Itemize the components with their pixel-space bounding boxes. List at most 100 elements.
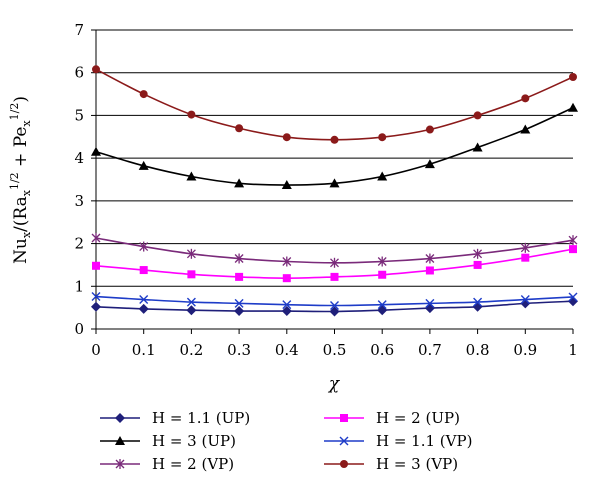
data-point	[520, 242, 530, 253]
series-line	[95, 68, 574, 141]
data-point	[473, 297, 483, 307]
y-tick-label: 0	[74, 320, 84, 338]
x-tick-label: 0	[91, 341, 101, 359]
legend-marker	[115, 436, 125, 445]
data-point	[424, 303, 435, 314]
data-point	[235, 272, 244, 281]
data-point	[473, 248, 483, 259]
data-point	[91, 301, 101, 312]
legend-marker	[339, 436, 349, 446]
data-point	[282, 300, 292, 310]
data-point	[281, 306, 292, 317]
data-point	[520, 295, 530, 305]
data-point	[282, 256, 292, 267]
series-1	[91, 102, 578, 190]
y-axis-label: Nux/(Rax1/2 + Pex1/2)	[8, 96, 33, 264]
legend-label: H = 2 (VP)	[152, 455, 234, 473]
data-point	[92, 65, 100, 74]
axes	[91, 29, 574, 334]
data-point	[377, 171, 388, 181]
x-tick-label: 0.3	[227, 341, 251, 359]
data-point	[568, 235, 578, 246]
x-axis-label: χ	[328, 374, 341, 394]
axis-titles: Nux/(Rax1/2 + Pex1/2) χ	[8, 96, 341, 394]
y-tick-label: 2	[74, 235, 84, 253]
data-point	[569, 72, 577, 81]
x-tick-label: 0.8	[466, 341, 490, 359]
x-tick-label: 0.1	[132, 341, 156, 359]
data-point	[521, 253, 530, 262]
x-tick-label: 0.9	[513, 341, 537, 359]
data-point	[330, 135, 339, 144]
data-point	[377, 300, 387, 310]
data-point	[425, 298, 435, 308]
data-point	[187, 110, 196, 119]
data-point	[187, 270, 196, 279]
legend-label: H = 1.1 (VP)	[376, 432, 472, 450]
y-tick-label: 4	[74, 149, 84, 167]
data-point	[235, 124, 244, 133]
legend-item: H = 2 (VP)	[100, 455, 234, 473]
legend-item: H = 3 (UP)	[100, 432, 236, 450]
data-point	[282, 133, 291, 142]
legend: H = 1.1 (UP) H = 2 (UP) H = 3 (UP) H = 1.1 …	[100, 409, 472, 473]
data-point	[425, 266, 434, 275]
legend-label: H = 3 (VP)	[376, 455, 458, 473]
data-point	[234, 306, 245, 317]
legend-item: H = 1.1 (UP)	[100, 409, 250, 427]
legend-label: H = 3 (UP)	[152, 432, 236, 450]
data-point	[281, 180, 292, 190]
data-point	[568, 102, 578, 112]
y-tick-label: 7	[74, 21, 84, 39]
legend-label: H = 1.1 (UP)	[152, 409, 250, 427]
data-point	[424, 159, 435, 169]
data-point	[91, 233, 101, 244]
data-point	[472, 301, 483, 312]
legend-item: H = 1.1 (VP)	[324, 432, 472, 450]
data-point	[330, 301, 339, 311]
legend-marker	[115, 413, 125, 423]
data-point	[425, 125, 434, 134]
data-point	[329, 178, 340, 188]
data-point	[472, 142, 483, 152]
data-point	[139, 295, 149, 305]
legend-item: H = 2 (UP)	[324, 409, 460, 427]
data-point	[473, 260, 482, 269]
data-point	[425, 253, 435, 264]
legend-marker	[340, 460, 348, 468]
data-point	[330, 257, 339, 268]
x-tick-label: 0.5	[323, 341, 347, 359]
data-point	[568, 292, 578, 302]
gridlines	[96, 29, 573, 287]
series-3	[92, 245, 577, 283]
legend-label: H = 2 (UP)	[376, 409, 460, 427]
data-point	[378, 133, 387, 142]
data-point	[282, 274, 291, 283]
data-point	[92, 261, 100, 270]
data-point	[139, 90, 148, 99]
x-tick-label: 1	[568, 341, 578, 359]
x-tick-label: 0.7	[418, 341, 442, 359]
data-point	[234, 178, 245, 188]
legend-marker	[340, 414, 348, 422]
data-series	[91, 65, 578, 317]
legend-item: H = 3 (VP)	[324, 455, 458, 473]
data-point	[569, 245, 577, 254]
series-line	[95, 295, 574, 307]
data-point	[186, 171, 197, 181]
data-point	[377, 256, 387, 267]
x-tick-label: 0.6	[370, 341, 394, 359]
data-point	[378, 270, 387, 279]
data-point	[139, 241, 149, 252]
x-tick-label: 0.2	[179, 341, 203, 359]
data-point	[139, 266, 148, 275]
data-point	[186, 297, 196, 307]
series-4	[91, 292, 578, 311]
y-tick-label: 6	[74, 64, 84, 82]
data-point	[91, 292, 101, 302]
series-line	[95, 107, 574, 186]
x-tick-label: 0.4	[275, 341, 299, 359]
data-point	[377, 305, 388, 316]
